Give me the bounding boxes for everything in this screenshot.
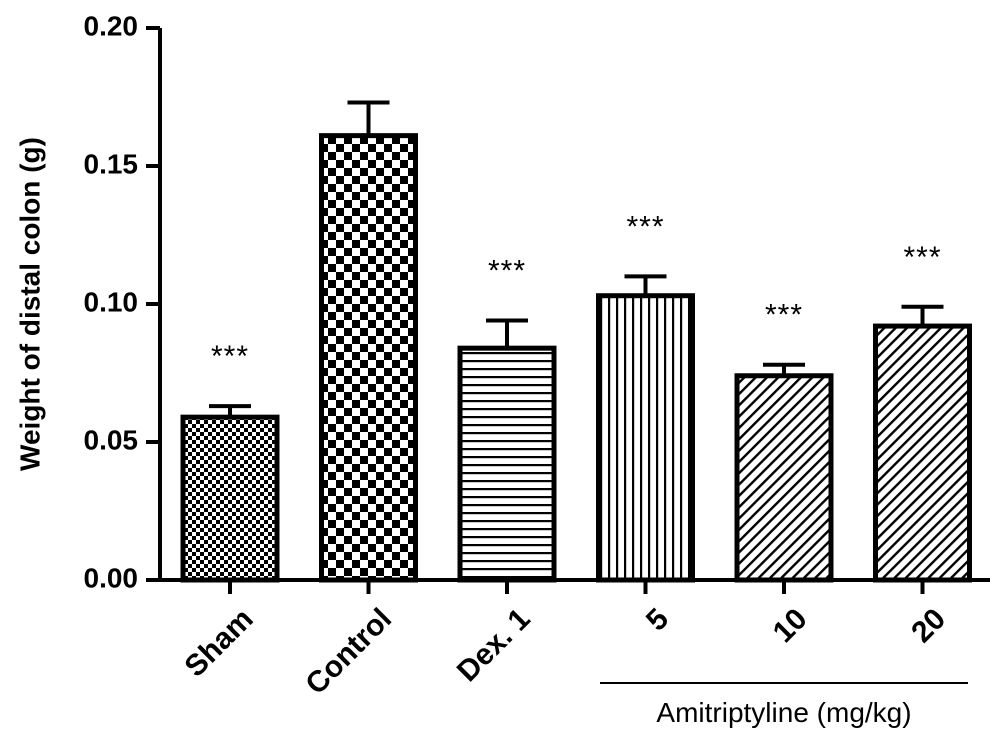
bar-3	[460, 348, 554, 580]
y-axis-title: Weight of distal colon (g)	[14, 137, 45, 471]
x-tick-label: 5	[640, 602, 675, 637]
group-label: Amitriptyline (mg/kg)	[656, 697, 911, 728]
x-tick-label: Dex. 1	[451, 602, 537, 688]
significance-label: ***	[765, 299, 803, 332]
y-tick-label: 0.10	[84, 286, 139, 317]
y-tick-label: 0.05	[84, 424, 139, 455]
significance-label: ***	[903, 241, 941, 274]
significance-label: ***	[626, 210, 664, 243]
bar-4	[599, 296, 693, 580]
x-tick-label: 10	[767, 602, 814, 649]
significance-label: ***	[488, 255, 526, 288]
bar-6	[876, 326, 970, 580]
y-tick-label: 0.20	[84, 10, 139, 41]
bar-2	[322, 136, 416, 580]
significance-label: ***	[211, 340, 249, 373]
x-tick-label: 20	[905, 602, 952, 649]
bar-5	[737, 376, 831, 580]
x-tick-label: Sham	[179, 602, 260, 683]
bar-1	[183, 417, 277, 580]
y-tick-label: 0.15	[84, 148, 139, 179]
y-ticks: 0.00 0.05 0.10 0.15 0.20	[84, 10, 161, 593]
x-tick-label: Control	[299, 602, 398, 701]
y-tick-label: 0.00	[84, 562, 139, 593]
bars: *** *** *** *** ***	[183, 103, 970, 580]
